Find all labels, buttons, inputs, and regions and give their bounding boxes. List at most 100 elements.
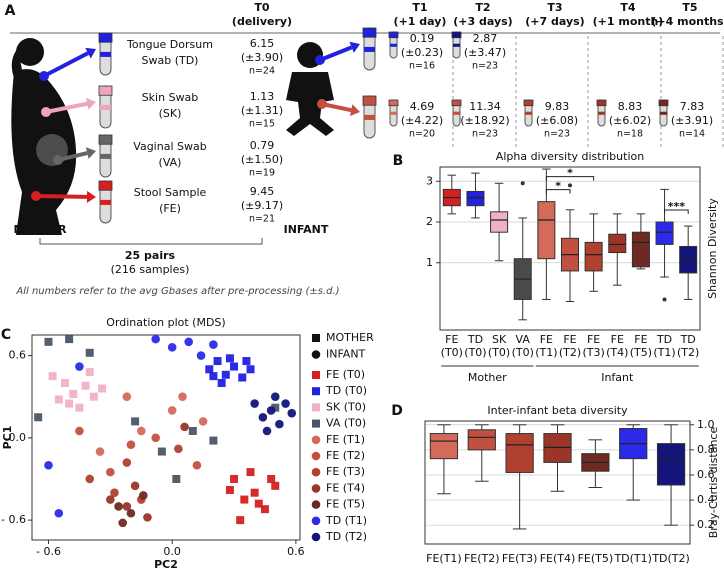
legend-marker — [311, 467, 321, 477]
sample-label: Swab (TD) — [142, 54, 199, 67]
tube-cap — [388, 31, 399, 39]
point — [238, 373, 247, 382]
legend-marker — [311, 532, 321, 542]
panel-label: B — [393, 153, 404, 169]
tube-cap — [596, 99, 607, 107]
point — [271, 403, 280, 412]
x-tick-label: (T2) — [677, 346, 699, 359]
point — [85, 474, 95, 484]
sample-sd: (±6.02) — [609, 114, 651, 127]
y-tick-label: 0.4 — [697, 493, 715, 506]
legend-marker — [311, 484, 321, 493]
tube-band — [390, 111, 397, 115]
point — [254, 499, 263, 508]
legend-label: TD (T2) — [325, 530, 367, 543]
point — [209, 372, 218, 381]
legend-label: INFANT — [326, 348, 366, 361]
tube-cap — [98, 32, 113, 43]
point — [287, 408, 297, 418]
tube-cap — [98, 85, 113, 96]
x-tick-label: FE(T4) — [540, 552, 576, 565]
tube-band — [660, 111, 667, 115]
point — [106, 495, 115, 504]
x-tick-label: TD — [467, 333, 483, 346]
sample-label: (FE) — [159, 202, 181, 215]
point — [236, 516, 245, 525]
timepoint-sub: (+1 day) — [394, 15, 447, 28]
y-tick-label: 3 — [426, 174, 433, 187]
x-tick-label: (T4) — [606, 346, 628, 359]
significance-bracket — [664, 209, 689, 215]
point — [262, 426, 272, 436]
sample-sd: (±3.91) — [671, 114, 713, 127]
sample-n: n=20 — [409, 129, 435, 140]
x-tick-label: FE(T3) — [502, 552, 538, 565]
box — [537, 201, 556, 260]
footnote: All numbers refer to the avg Gbases afte… — [15, 286, 339, 297]
timepoint-sub: (delivery) — [232, 15, 292, 28]
sample-value: 4.69 — [410, 100, 435, 113]
point — [270, 392, 280, 402]
x-tick-label: FE — [445, 333, 458, 346]
legend-marker — [312, 371, 320, 379]
point — [205, 365, 214, 374]
arrow-shaft — [319, 45, 353, 62]
point — [114, 502, 123, 511]
legend-marker — [311, 350, 321, 359]
x-tick-label: (T0) — [441, 346, 463, 359]
point — [217, 378, 226, 387]
y-tick-label: 0.0 — [9, 431, 27, 444]
point — [60, 378, 69, 387]
sample-label: Vaginal Swab — [133, 140, 206, 153]
legend-label: VA (T0) — [326, 417, 366, 430]
plot-frame — [31, 334, 301, 541]
sample-sd: (±6.08) — [536, 114, 578, 127]
arrow-head — [85, 97, 96, 110]
box — [543, 433, 572, 463]
point — [267, 474, 276, 483]
x-tick-label: FE — [563, 333, 576, 346]
point — [281, 399, 290, 408]
subject-label: MOTHER — [14, 223, 68, 236]
x-tick-label: VA — [516, 333, 531, 346]
flier — [568, 183, 572, 188]
point — [266, 406, 276, 415]
box — [608, 233, 627, 254]
point — [188, 426, 197, 435]
timepoint-name: T1 — [412, 1, 427, 14]
x-tick-label: - 0.6 — [36, 545, 61, 558]
sample-n: n=14 — [679, 129, 705, 140]
x-tick-label: FE(T1) — [426, 552, 462, 565]
sample-sd: (±9.17) — [241, 199, 283, 212]
point — [131, 417, 140, 426]
samples-count: (216 samples) — [111, 263, 190, 276]
box — [656, 443, 686, 486]
significance-label: *** — [668, 200, 686, 213]
point — [275, 419, 284, 429]
x-tick-label: TD(T1) — [613, 552, 652, 565]
sample-sd: (±1.31) — [241, 104, 283, 117]
point — [65, 399, 74, 408]
legend-label: TD (T0) — [325, 384, 367, 397]
legend-marker — [312, 334, 320, 342]
point — [139, 491, 148, 500]
point — [225, 354, 234, 363]
legend-label: FE (T0) — [326, 368, 365, 381]
point — [221, 370, 230, 379]
sample-label: Stool Sample — [134, 186, 207, 199]
point — [126, 440, 136, 449]
sample-label: Skin Swab — [142, 91, 199, 104]
timepoint-sub: (+7 days) — [525, 15, 584, 28]
sample-value: 0.79 — [250, 139, 275, 152]
box — [679, 245, 698, 274]
x-tick-label: (T1) — [653, 346, 675, 359]
sample-n: n=21 — [249, 214, 275, 225]
tube-cap — [362, 95, 377, 106]
sample-sd: (±3.90) — [241, 51, 283, 64]
point — [75, 403, 84, 412]
point — [122, 502, 132, 511]
tube-band — [390, 43, 397, 47]
y-tick-label: - 0.6 — [1, 513, 26, 526]
x-tick-label: SK — [492, 333, 507, 346]
